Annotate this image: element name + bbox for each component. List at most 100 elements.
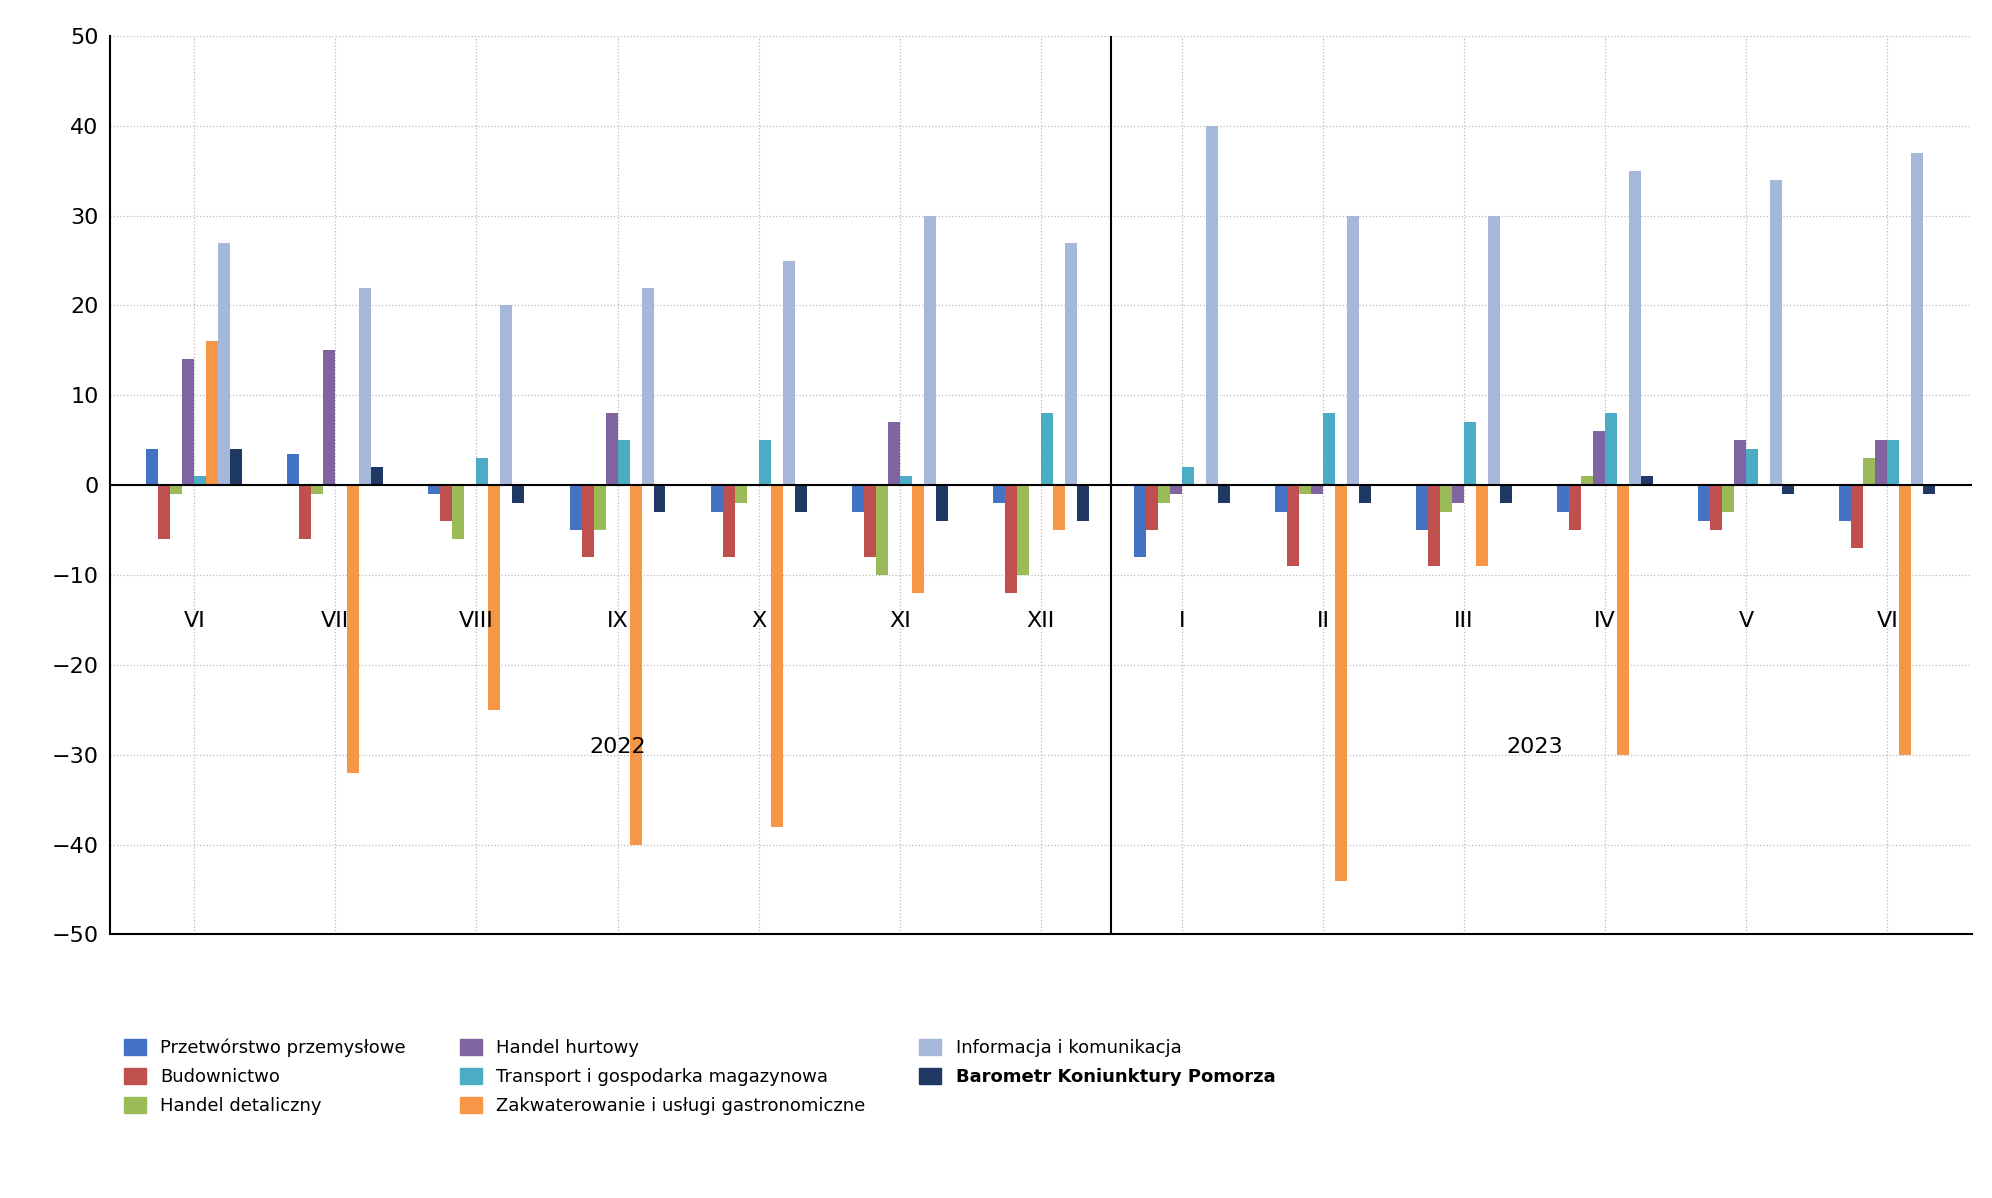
Bar bbox=[1299, 485, 1311, 495]
Bar bbox=[1582, 476, 1594, 485]
Bar bbox=[606, 413, 618, 485]
Bar bbox=[1747, 449, 1759, 485]
Bar bbox=[1133, 485, 1145, 557]
Bar bbox=[1169, 485, 1181, 495]
Bar bbox=[299, 485, 311, 539]
Bar bbox=[641, 288, 653, 485]
Text: IV: IV bbox=[1594, 611, 1616, 631]
Bar bbox=[371, 467, 382, 485]
Bar bbox=[1440, 485, 1452, 513]
Bar bbox=[1783, 485, 1795, 495]
Bar bbox=[1452, 485, 1464, 503]
Bar bbox=[1888, 441, 1900, 485]
Bar bbox=[1699, 485, 1711, 521]
Text: III: III bbox=[1454, 611, 1474, 631]
Bar bbox=[1054, 485, 1066, 530]
Bar bbox=[853, 485, 865, 513]
Bar bbox=[1181, 467, 1193, 485]
Bar bbox=[1711, 485, 1723, 530]
Bar bbox=[1335, 485, 1347, 881]
Text: VII: VII bbox=[321, 611, 349, 631]
Bar bbox=[500, 305, 512, 485]
Bar bbox=[195, 476, 207, 485]
Bar bbox=[1500, 485, 1512, 503]
Bar bbox=[1558, 485, 1570, 513]
Bar bbox=[359, 288, 371, 485]
Bar bbox=[1323, 413, 1335, 485]
Text: V: V bbox=[1739, 611, 1753, 631]
Text: IX: IX bbox=[608, 611, 627, 631]
Text: VIII: VIII bbox=[458, 611, 494, 631]
Bar bbox=[1851, 485, 1863, 549]
Bar bbox=[1016, 485, 1028, 575]
Text: I: I bbox=[1179, 611, 1185, 631]
Text: VI: VI bbox=[183, 611, 205, 631]
Bar bbox=[1311, 485, 1323, 495]
Bar bbox=[924, 216, 936, 485]
Bar bbox=[1217, 485, 1229, 503]
Text: X: X bbox=[751, 611, 767, 631]
Text: XI: XI bbox=[888, 611, 910, 631]
Bar bbox=[452, 485, 464, 539]
Legend: Przetwórstwo przemysłowe, Budownictwo, Handel detaliczny, Handel hurtowy, Transp: Przetwórstwo przemysłowe, Budownictwo, H… bbox=[120, 1034, 1281, 1121]
Bar bbox=[594, 485, 606, 530]
Bar bbox=[231, 449, 243, 485]
Bar bbox=[1900, 485, 1912, 755]
Bar bbox=[287, 454, 299, 485]
Bar bbox=[1735, 441, 1747, 485]
Bar bbox=[311, 485, 323, 495]
Bar bbox=[1476, 485, 1488, 567]
Bar bbox=[900, 476, 912, 485]
Bar bbox=[912, 485, 924, 593]
Bar bbox=[1205, 126, 1217, 485]
Bar bbox=[219, 242, 231, 485]
Bar bbox=[1570, 485, 1582, 530]
Bar bbox=[1606, 413, 1618, 485]
Bar bbox=[1618, 485, 1629, 755]
Bar bbox=[771, 485, 783, 827]
Bar bbox=[207, 341, 219, 485]
Bar bbox=[723, 485, 735, 557]
Bar bbox=[1042, 413, 1054, 485]
Bar bbox=[1464, 423, 1476, 485]
Bar bbox=[145, 449, 157, 485]
Bar bbox=[759, 441, 771, 485]
Bar bbox=[488, 485, 500, 709]
Bar bbox=[888, 423, 900, 485]
Bar bbox=[1629, 171, 1641, 485]
Bar bbox=[865, 485, 876, 557]
Bar bbox=[1839, 485, 1851, 521]
Bar bbox=[735, 485, 747, 503]
Bar bbox=[347, 485, 359, 773]
Bar bbox=[323, 351, 335, 485]
Bar bbox=[1145, 485, 1157, 530]
Bar bbox=[1488, 216, 1500, 485]
Bar bbox=[1275, 485, 1287, 513]
Bar bbox=[795, 485, 807, 513]
Bar bbox=[1359, 485, 1370, 503]
Bar bbox=[653, 485, 665, 513]
Bar bbox=[618, 441, 629, 485]
Bar bbox=[169, 485, 181, 495]
Bar bbox=[1347, 216, 1359, 485]
Bar bbox=[512, 485, 524, 503]
Bar bbox=[428, 485, 440, 495]
Bar bbox=[1287, 485, 1299, 567]
Bar bbox=[1863, 458, 1874, 485]
Bar bbox=[711, 485, 723, 513]
Bar bbox=[1066, 242, 1078, 485]
Bar bbox=[157, 485, 169, 539]
Bar bbox=[570, 485, 582, 530]
Bar bbox=[992, 485, 1004, 503]
Bar bbox=[1157, 485, 1169, 503]
Bar bbox=[876, 485, 888, 575]
Bar bbox=[181, 359, 195, 485]
Text: 2022: 2022 bbox=[590, 737, 645, 757]
Bar bbox=[1078, 485, 1090, 521]
Bar bbox=[1428, 485, 1440, 567]
Text: II: II bbox=[1317, 611, 1329, 631]
Text: 2023: 2023 bbox=[1506, 737, 1564, 757]
Bar bbox=[1594, 431, 1606, 485]
Bar bbox=[440, 485, 452, 521]
Bar bbox=[1723, 485, 1735, 513]
